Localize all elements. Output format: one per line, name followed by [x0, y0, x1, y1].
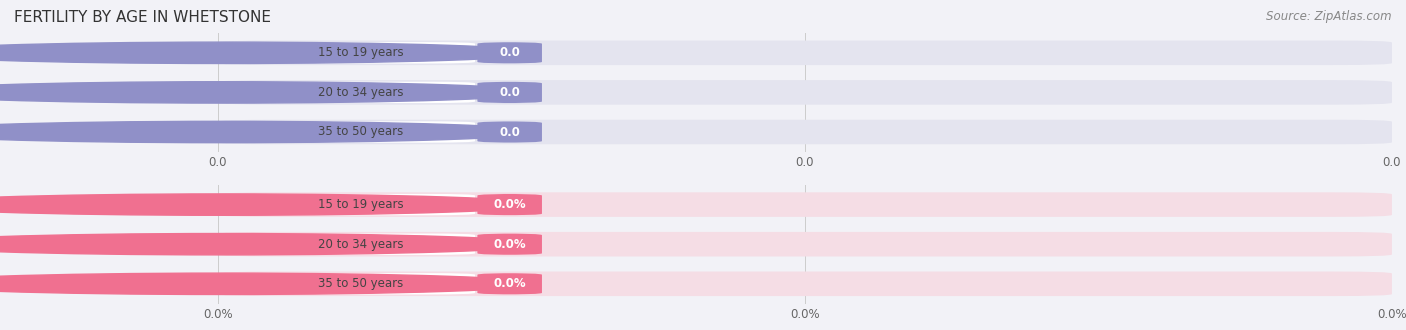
FancyBboxPatch shape [222, 194, 475, 215]
FancyBboxPatch shape [218, 80, 1392, 105]
Circle shape [0, 273, 540, 294]
FancyBboxPatch shape [478, 234, 541, 255]
Circle shape [0, 121, 540, 143]
Text: 15 to 19 years: 15 to 19 years [318, 198, 404, 211]
Circle shape [0, 82, 540, 103]
FancyBboxPatch shape [478, 121, 541, 143]
Text: 0.0%: 0.0% [494, 277, 526, 290]
FancyBboxPatch shape [222, 234, 475, 255]
Text: 35 to 50 years: 35 to 50 years [318, 125, 404, 139]
Text: 15 to 19 years: 15 to 19 years [318, 46, 404, 59]
FancyBboxPatch shape [218, 272, 1392, 296]
Circle shape [0, 194, 540, 215]
FancyBboxPatch shape [218, 232, 1392, 256]
Text: 0.0: 0.0 [499, 86, 520, 99]
Text: Source: ZipAtlas.com: Source: ZipAtlas.com [1267, 10, 1392, 23]
FancyBboxPatch shape [478, 82, 541, 103]
Text: 0.0: 0.0 [499, 46, 520, 59]
FancyBboxPatch shape [222, 82, 475, 103]
FancyBboxPatch shape [478, 42, 541, 63]
Circle shape [0, 234, 540, 255]
Text: 20 to 34 years: 20 to 34 years [318, 86, 404, 99]
Text: 35 to 50 years: 35 to 50 years [318, 277, 404, 290]
FancyBboxPatch shape [218, 120, 1392, 144]
FancyBboxPatch shape [222, 273, 475, 294]
Text: 0.0: 0.0 [499, 125, 520, 139]
Text: 0.0%: 0.0% [494, 238, 526, 251]
FancyBboxPatch shape [478, 194, 541, 215]
FancyBboxPatch shape [218, 192, 1392, 217]
Text: 0.0%: 0.0% [494, 198, 526, 211]
FancyBboxPatch shape [478, 273, 541, 294]
FancyBboxPatch shape [222, 121, 475, 143]
FancyBboxPatch shape [218, 41, 1392, 65]
Circle shape [0, 42, 540, 63]
Text: FERTILITY BY AGE IN WHETSTONE: FERTILITY BY AGE IN WHETSTONE [14, 10, 271, 25]
Text: 20 to 34 years: 20 to 34 years [318, 238, 404, 251]
FancyBboxPatch shape [222, 42, 475, 63]
